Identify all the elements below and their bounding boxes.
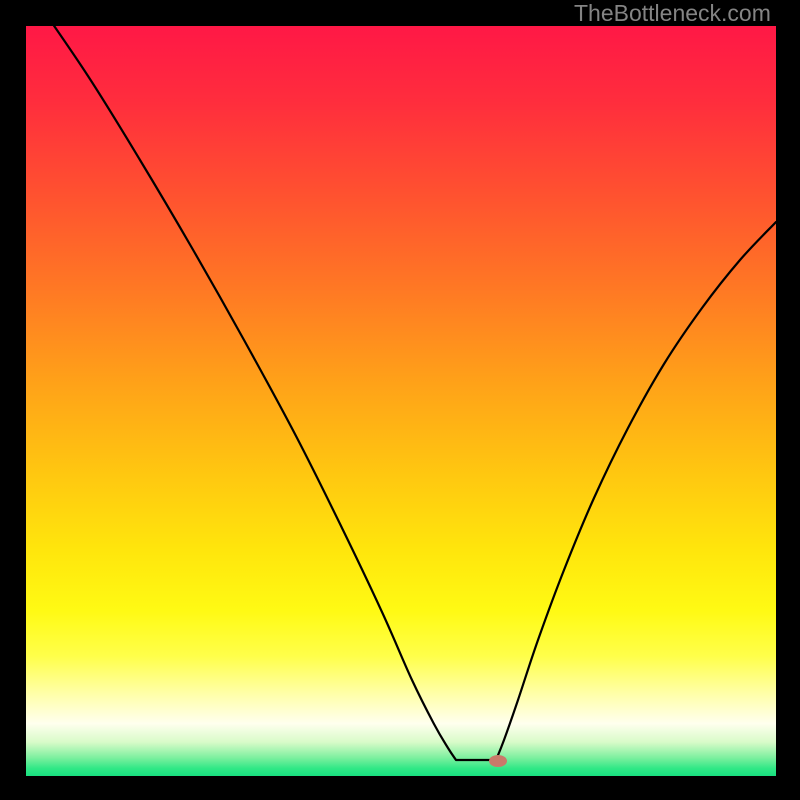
sweet-spot-marker <box>489 755 507 767</box>
bottleneck-chart <box>0 0 800 800</box>
watermark-text: TheBottleneck.com <box>574 0 771 27</box>
chart-gradient-background <box>26 26 776 776</box>
